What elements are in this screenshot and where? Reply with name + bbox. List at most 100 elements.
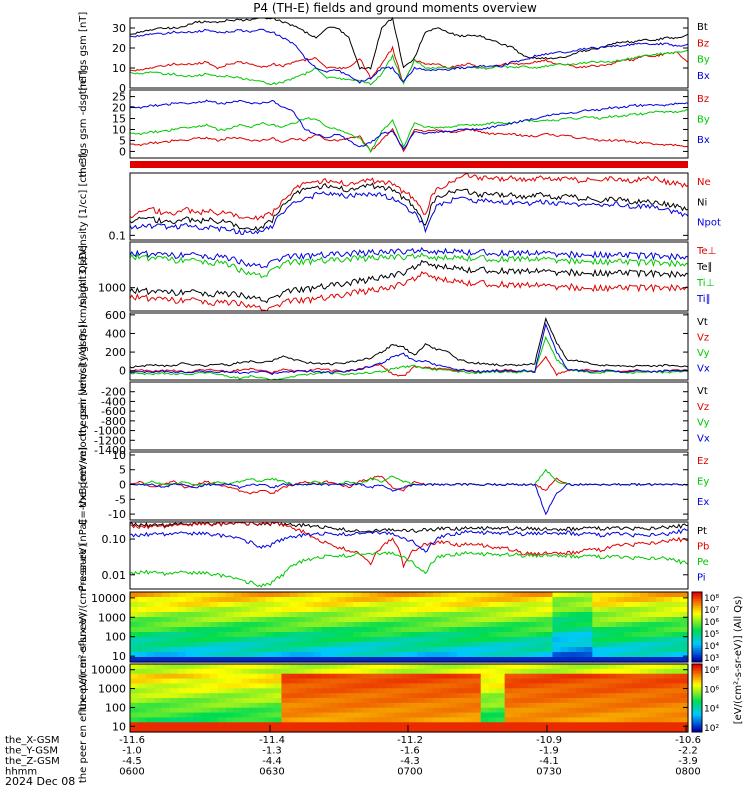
heatmap-cell xyxy=(393,727,402,733)
heatmap-cell xyxy=(385,637,394,643)
heatmap-cell xyxy=(656,617,665,623)
heatmap-cell xyxy=(137,617,147,623)
heatmap-cell xyxy=(241,592,251,598)
y-tick-label: 0 xyxy=(119,479,126,492)
heatmap-cell xyxy=(648,683,657,689)
heatmap-cell xyxy=(377,632,386,638)
heatmap-cell xyxy=(672,652,681,658)
heatmap-cell xyxy=(353,668,362,675)
heatmap-cell xyxy=(281,617,291,623)
heatmap-cell xyxy=(313,642,322,648)
heatmap-cell xyxy=(448,702,458,709)
heatmap-cell xyxy=(409,597,418,603)
heatmap-cell xyxy=(680,602,689,608)
colorbar-swatch xyxy=(692,650,702,654)
heatmap-cell xyxy=(209,642,219,648)
colorbar-swatch xyxy=(692,704,702,708)
heatmap-cell xyxy=(313,712,322,719)
heatmap-cell xyxy=(209,678,219,685)
heatmap-cell xyxy=(424,707,434,714)
colorbar-swatch xyxy=(692,727,702,731)
heatmap-cell xyxy=(440,717,450,723)
heatmap-cell xyxy=(648,607,657,613)
heatmap-cell xyxy=(592,632,601,638)
colorbar-swatch xyxy=(692,636,702,640)
heatmap-cell xyxy=(385,668,394,675)
heatmap-cell xyxy=(329,622,338,628)
heatmap-cell xyxy=(616,693,625,699)
heatmap-cell xyxy=(664,702,673,709)
heatmap-cell xyxy=(377,683,386,689)
heatmap-cell xyxy=(488,693,498,699)
heatmap-cell xyxy=(416,688,426,694)
y-tick-label: 20 xyxy=(112,102,126,115)
y-tick-label: 1000 xyxy=(98,683,126,696)
heatmap-cell xyxy=(680,622,689,628)
heatmap-cell xyxy=(193,688,203,694)
heatmap-cell xyxy=(401,712,410,719)
heatmap-cell xyxy=(648,657,657,663)
heatmap-cell xyxy=(161,688,171,694)
heatmap-cell xyxy=(520,622,530,628)
heatmap-cell xyxy=(321,652,330,658)
heatmap-cell xyxy=(680,652,689,658)
heatmap-cell xyxy=(353,642,362,648)
heatmap-cell xyxy=(488,657,498,663)
colorbar-swatch xyxy=(692,711,702,715)
heatmap-cell xyxy=(313,637,322,643)
heatmap-cell xyxy=(552,652,562,658)
heatmap-cell xyxy=(512,727,522,733)
heatmap-cell xyxy=(297,647,306,653)
heatmap-cell xyxy=(385,727,394,733)
heatmap-cell xyxy=(153,678,163,685)
heatmap-cell xyxy=(528,683,538,689)
heatmap-cell xyxy=(353,702,362,709)
y-tick-label: 25 xyxy=(112,91,126,104)
heatmap-cell xyxy=(209,673,219,680)
heatmap-cell xyxy=(544,712,554,719)
heatmap-cell xyxy=(369,668,378,675)
heatmap-cell xyxy=(504,707,514,714)
heatmap-cell xyxy=(321,637,330,643)
heatmap-cell xyxy=(201,647,211,653)
heatmap-cell xyxy=(369,632,378,638)
heatmap-cell xyxy=(273,592,283,598)
heatmap-cell xyxy=(424,622,434,628)
heatmap-cell xyxy=(145,668,155,675)
series-Pb-line xyxy=(129,521,689,569)
heatmap-cell xyxy=(130,712,139,719)
heatmap-cell xyxy=(321,627,330,633)
heatmap-cell xyxy=(161,612,171,618)
heatmap-cell xyxy=(257,607,267,613)
heatmap-cell xyxy=(369,698,378,704)
heatmap-cell xyxy=(177,683,187,689)
heatmap-cell xyxy=(672,717,681,723)
heatmap-cell xyxy=(624,673,633,680)
heatmap-cell xyxy=(472,627,482,633)
heatmap-cell xyxy=(177,607,187,613)
heatmap-cell xyxy=(257,592,267,598)
heatmap-cell xyxy=(385,632,394,638)
heatmap-cell xyxy=(528,592,538,598)
heatmap-cell xyxy=(416,698,426,704)
heatmap-cell xyxy=(201,678,211,685)
heatmap-cell xyxy=(528,727,538,733)
heatmap-cell xyxy=(496,622,506,628)
heatmap-cell xyxy=(297,668,306,675)
heatmap-cell xyxy=(536,664,546,670)
heatmap-cell xyxy=(137,717,147,723)
heatmap-cell xyxy=(137,664,147,670)
heatmap-cell xyxy=(169,668,179,675)
heatmap-cell xyxy=(560,602,570,608)
heatmap-cell xyxy=(209,683,219,689)
heatmap-cell xyxy=(592,652,601,658)
heatmap-cell xyxy=(217,673,227,680)
heatmap-cell xyxy=(504,727,514,733)
heatmap-cell xyxy=(568,632,577,638)
heatmap-cell xyxy=(217,727,227,733)
heatmap-cell xyxy=(664,592,673,598)
heatmap-cell xyxy=(369,627,378,633)
ephemeris-value: -3.9 xyxy=(678,756,698,767)
heatmap-cell xyxy=(305,693,314,699)
